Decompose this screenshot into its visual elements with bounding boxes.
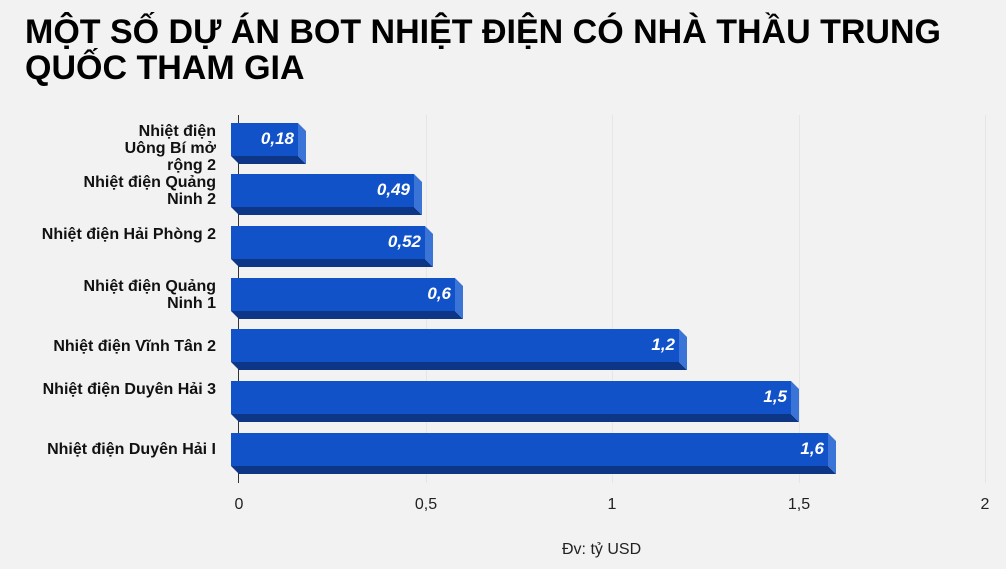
category-label: Nhiệt điện Hải Phòng 2	[41, 226, 216, 243]
value-label: 1,5	[763, 387, 787, 406]
bar[interactable]: 1,6	[231, 433, 836, 474]
gridline	[799, 115, 800, 483]
gridline	[612, 115, 613, 483]
bar-front	[231, 226, 425, 259]
bar-front	[231, 329, 679, 362]
x-tick: 0	[234, 496, 244, 513]
bar-front	[231, 381, 791, 414]
bar-side	[425, 226, 433, 267]
category-label: Nhiệt điện Vĩnh Tân 2	[53, 338, 216, 355]
category-label: Nhiệt điện Duyên Hải I	[47, 441, 216, 458]
value-label: 0,52	[387, 232, 421, 251]
bar-bottom	[231, 259, 433, 267]
category-label: Nhiệt điện Uông Bí mở rộng 2	[124, 123, 216, 174]
bar-side	[298, 123, 306, 164]
value-label: 0,6	[427, 284, 451, 303]
value-label: 1,6	[800, 439, 824, 458]
category-label: Nhiệt điện Duyên Hải 3	[42, 381, 216, 398]
value-label: 0,49	[376, 180, 410, 199]
x-tick: 1,5	[787, 496, 811, 513]
bar-bottom	[231, 311, 463, 319]
bar-bottom	[231, 156, 306, 164]
bar[interactable]: 0,18	[231, 123, 306, 164]
x-tick: 1	[607, 496, 617, 513]
bar-side	[679, 329, 687, 370]
bar-bottom	[231, 362, 687, 370]
bar[interactable]: 0,6	[231, 278, 463, 319]
bar-side	[791, 381, 799, 422]
value-label: 0,18	[260, 129, 294, 148]
gridline	[985, 115, 986, 483]
bar[interactable]: 0,49	[231, 174, 422, 215]
unit-label: Đv: tỷ USD	[562, 541, 642, 558]
x-tick: 2	[980, 496, 990, 513]
bar-front	[231, 433, 828, 466]
bar-bottom	[231, 207, 422, 215]
bar[interactable]: 1,5	[231, 381, 799, 422]
x-tick: 0,5	[414, 496, 438, 513]
category-label: Nhiệt điện Quảng Ninh 2	[83, 174, 216, 208]
bar-bottom	[231, 466, 836, 474]
bar-bottom	[231, 414, 799, 422]
chart-title: MỘT SỐ DỰ ÁN BOT NHIỆT ĐIỆN CÓ NHÀ THẦU …	[25, 13, 941, 87]
bar-side	[828, 433, 836, 474]
bar-front	[231, 278, 455, 311]
bar-front	[231, 174, 414, 207]
category-label: Nhiệt điện Quảng Ninh 1	[83, 278, 216, 312]
bar[interactable]: 0,52	[231, 226, 433, 267]
bar-side	[455, 278, 463, 319]
bar-front	[231, 123, 298, 156]
value-label: 1,2	[651, 335, 675, 354]
bar-side	[414, 174, 422, 215]
bar[interactable]: 1,2	[231, 329, 687, 370]
